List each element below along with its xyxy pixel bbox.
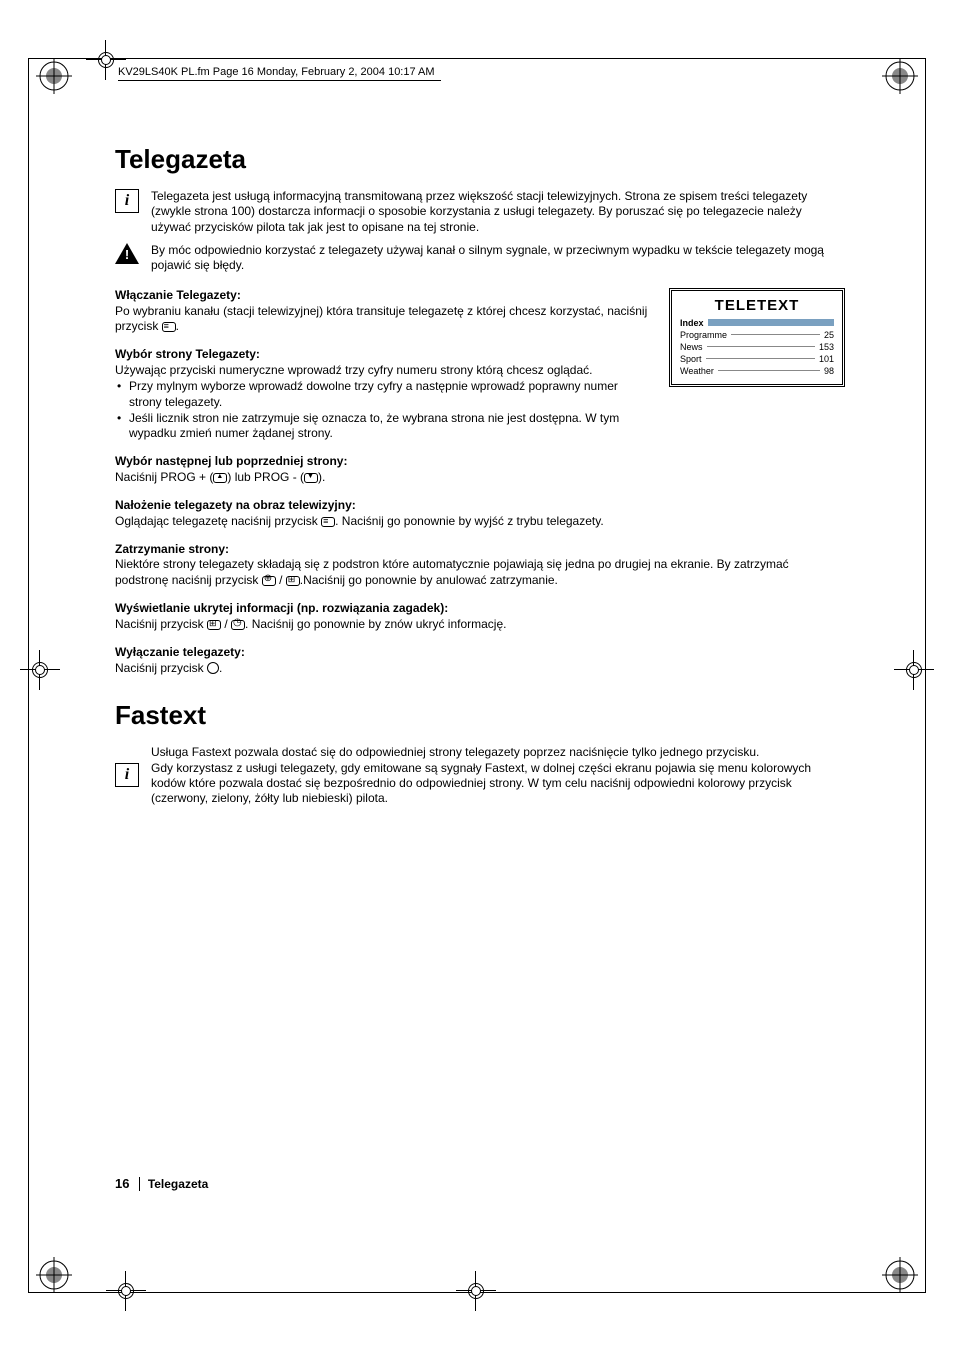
- warning-box: By móc odpowiednio korzystać z telegazet…: [115, 243, 845, 274]
- teletext-box-title: TELETEXT: [680, 297, 834, 314]
- page-up-icon: [213, 473, 227, 483]
- section-body: Naciśnij przycisk: [115, 661, 207, 675]
- footer-title: Telegazeta: [139, 1177, 208, 1191]
- registration-mark-icon: [882, 1257, 918, 1293]
- info-icon: i: [115, 763, 139, 787]
- teletext-index-bar: [708, 319, 834, 326]
- teletext-row-line: [731, 334, 820, 335]
- teletext-row: News 153: [680, 342, 834, 352]
- teletext-row-number: 25: [824, 330, 834, 340]
- section-heading: Wyświetlanie ukrytej informacji (np. roz…: [115, 601, 845, 617]
- teletext-row-line: [706, 358, 815, 359]
- teletext-index-label: Index: [680, 318, 704, 328]
- section-body: Po wybraniu kanału (stacji telewizyjnej)…: [115, 304, 647, 334]
- crop-mark-icon: [894, 650, 934, 690]
- section-hold: Zatrzymanie strony: Niektóre strony tele…: [115, 542, 845, 589]
- info-box: i Telegazeta jest usługą informacyjną tr…: [115, 189, 845, 235]
- section-body: .: [219, 661, 222, 675]
- warning-text: By móc odpowiednio korzystać z telegazet…: [151, 243, 845, 274]
- info-icon: i: [115, 189, 139, 213]
- hold-button-icon: [262, 576, 276, 586]
- reveal-button-icon: [207, 620, 221, 630]
- section-heading: Włączanie Telegazety:: [115, 288, 651, 304]
- teletext-row-label: News: [680, 342, 703, 352]
- teletext-row: Programme 25: [680, 330, 834, 340]
- teletext-button-icon: [321, 517, 335, 527]
- teletext-row-line: [707, 346, 815, 347]
- teletext-button-icon: [162, 322, 176, 332]
- page-footer: 16 Telegazeta: [115, 1176, 208, 1191]
- list-item: Jeśli licznik stron nie zatrzymuje się o…: [115, 411, 651, 443]
- section-enable: Włączanie Telegazety: Po wybraniu kanału…: [115, 288, 651, 335]
- list-item: Przy mylnym wyborze wprowadź dowolne trz…: [115, 379, 651, 411]
- crop-mark-icon: [20, 650, 60, 690]
- section-body: . Naciśnij go ponownie by wyjść z trybu …: [335, 514, 604, 528]
- teletext-row-line: [718, 370, 820, 371]
- section-body: ) lub PROG - (: [227, 470, 304, 484]
- section-body: ).: [318, 470, 325, 484]
- section-body: . Naciśnij go ponownie by znów ukryć inf…: [245, 617, 506, 631]
- section-heading: Wybór następnej lub poprzedniej strony:: [115, 454, 845, 470]
- page-content: Telegazeta i Telegazeta jest usługą info…: [115, 144, 845, 815]
- teletext-row-label: Sport: [680, 354, 702, 364]
- registration-mark-icon: [36, 1257, 72, 1293]
- teletext-index-row: Index: [680, 318, 834, 328]
- teletext-row-label: Programme: [680, 330, 727, 340]
- section-off: Wyłączanie telegazety: Naciśnij przycisk…: [115, 645, 845, 677]
- info-text: Telegazeta jest usługą informacyjną tran…: [151, 189, 845, 235]
- teletext-row-label: Weather: [680, 366, 714, 376]
- teletext-row: Sport 101: [680, 354, 834, 364]
- registration-mark-icon: [882, 58, 918, 94]
- teletext-preview-box: TELETEXT Index Programme 25 News 153 Spo…: [669, 288, 845, 387]
- section-body: Oglądając telegazetę naciśnij przycisk: [115, 514, 321, 528]
- crop-mark-icon: [456, 1271, 496, 1311]
- section-reveal: Wyświetlanie ukrytej informacji (np. roz…: [115, 601, 845, 633]
- section-heading: Zatrzymanie strony:: [115, 542, 845, 558]
- section-overlay: Nałożenie telegazety na obraz telewizyjn…: [115, 498, 845, 530]
- teletext-row-number: 98: [824, 366, 834, 376]
- page-down-icon: [304, 473, 318, 483]
- heading-fastext: Fastext: [115, 700, 845, 731]
- registration-mark-icon: [36, 58, 72, 94]
- teletext-row: Weather 98: [680, 366, 834, 376]
- section-body: Naciśnij przycisk: [115, 617, 207, 631]
- power-button-icon: [207, 662, 219, 674]
- clock-button-icon: [231, 620, 245, 630]
- section-body: .Naciśnij go ponownie by anulować zatrzy…: [300, 573, 558, 587]
- page-number: 16: [115, 1176, 129, 1191]
- warning-icon: [115, 243, 139, 264]
- section-body: Naciśnij PROG + (: [115, 470, 213, 484]
- reveal-button-icon: [286, 576, 300, 586]
- header-metadata: KV29LS40K PL.fm Page 16 Monday, February…: [118, 66, 441, 81]
- teletext-row-number: 101: [819, 354, 834, 364]
- section-heading: Wybór strony Telegazety:: [115, 347, 651, 363]
- crop-mark-icon: [106, 1271, 146, 1311]
- section-select-page: Wybór strony Telegazety: Używając przyci…: [115, 347, 651, 442]
- teletext-row-number: 153: [819, 342, 834, 352]
- section-next-prev: Wybór następnej lub poprzedniej strony: …: [115, 454, 845, 486]
- section-body: Używając przyciski numeryczne wprowadź t…: [115, 363, 651, 379]
- info-text: Usługa Fastext pozwala dostać się do odp…: [151, 745, 845, 806]
- section-heading: Nałożenie telegazety na obraz telewizyjn…: [115, 498, 845, 514]
- heading-telegazeta: Telegazeta: [115, 144, 845, 175]
- info-box-fastext: i Usługa Fastext pozwala dostać się do o…: [115, 745, 845, 806]
- section-heading: Wyłączanie telegazety:: [115, 645, 845, 661]
